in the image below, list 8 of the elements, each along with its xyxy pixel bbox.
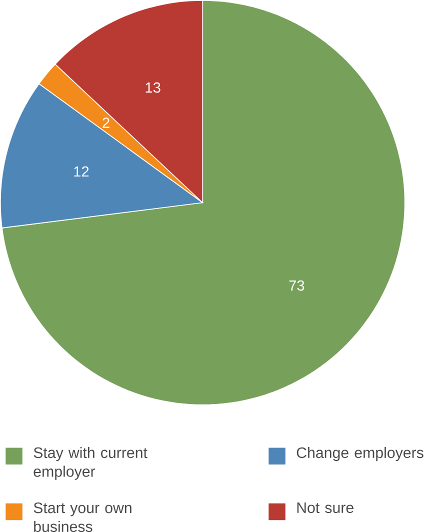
legend-label: Change employers <box>296 446 424 462</box>
legend-label: Stay with current employer <box>34 446 148 480</box>
legend-label: Not sure <box>297 502 354 514</box>
legend-label: Start your own business <box>34 502 132 532</box>
data-label: 12 <box>74 166 89 177</box>
data-label: 73 <box>289 280 304 291</box>
data-label: 2 <box>102 118 110 128</box>
data-label: 13 <box>146 82 160 93</box>
